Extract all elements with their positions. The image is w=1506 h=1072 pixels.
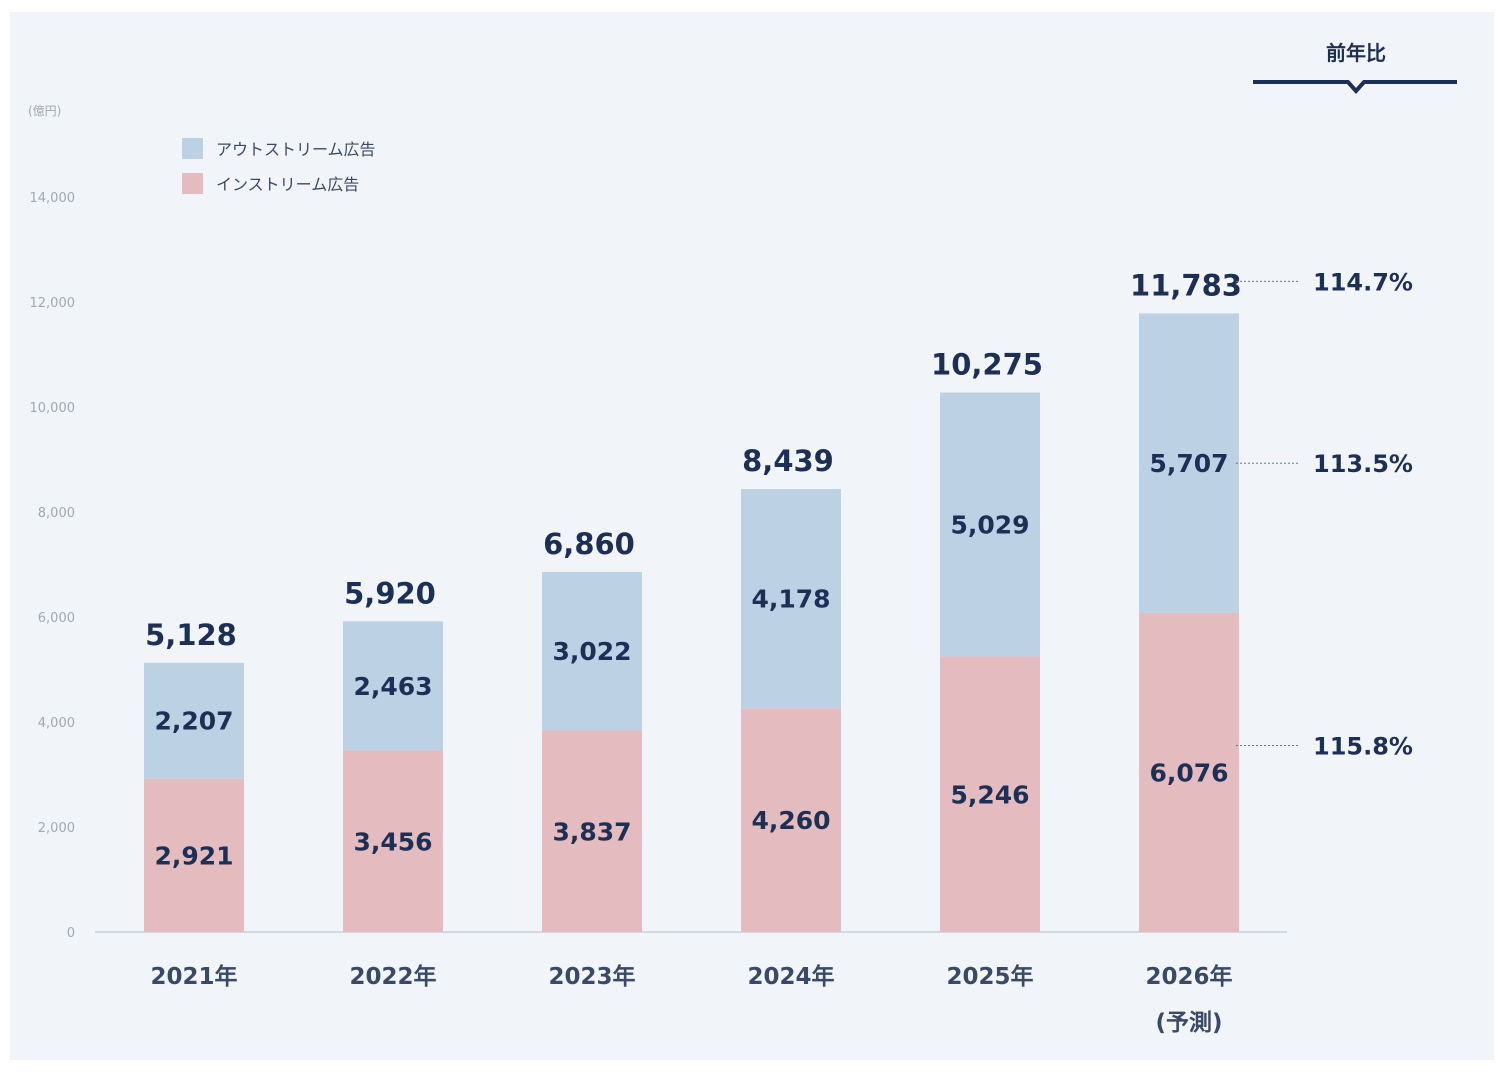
bar-instream: [1139, 613, 1239, 932]
outstream-value-label: 2,463: [353, 672, 432, 701]
y-tick-label: 4,000: [38, 716, 75, 731]
instream-value-label: 4,260: [751, 806, 830, 835]
x-tick-label: 2022年: [349, 963, 436, 990]
total-value-label: 5,920: [344, 576, 436, 610]
bar-instream: [144, 778, 244, 932]
yoy-instream-label: 115.8%: [1313, 733, 1413, 761]
x-tick-label: 2026年: [1145, 963, 1232, 990]
yoy-outstream-label: 113.5%: [1313, 450, 1413, 478]
legend-swatch: [182, 138, 203, 159]
bar-instream: [940, 656, 1040, 932]
y-axis-unit: (億円): [28, 104, 61, 118]
yoy-total-label: 114.7%: [1313, 268, 1413, 296]
y-tick-label: 14,000: [30, 191, 76, 206]
x-tick-label: 2025年: [946, 963, 1033, 990]
bar-instream: [343, 750, 443, 932]
y-tick-label: 2,000: [38, 821, 75, 836]
total-value-label: 11,783: [1130, 268, 1242, 302]
y-tick-label: 6,000: [38, 611, 75, 626]
y-axis: (億円) 0 2,000 4,000 6,000 8,000 10,000 12,000 14,…: [28, 104, 1287, 941]
outstream-value-label: 5,029: [950, 511, 1029, 540]
bar-outstream: [741, 489, 841, 709]
bar-outstream: [144, 662, 244, 779]
outstream-value-label: 4,178: [751, 585, 830, 614]
y-tick-label: 0: [67, 926, 75, 941]
bar-instream: [741, 708, 841, 932]
outstream-value-label: 3,022: [552, 637, 631, 666]
bar-outstream: [542, 571, 642, 731]
legend-swatch: [182, 173, 203, 194]
instream-value-label: 3,456: [353, 827, 432, 856]
y-tick-label: 8,000: [38, 506, 75, 521]
total-value-label: 6,860: [543, 527, 635, 561]
x-tick-note: (予測): [1155, 1010, 1222, 1036]
bars: 2,921 2,207 5,128 2021年 3,456 2,463 5,920 2022年…: [144, 268, 1242, 1036]
instream-value-label: 2,921: [154, 841, 233, 870]
legend-label: アウトストリーム広告: [216, 140, 376, 159]
y-tick-label: 12,000: [30, 296, 76, 311]
yoy-title: 前年比: [1326, 41, 1386, 65]
bar-outstream: [1139, 313, 1239, 614]
total-value-label: 10,275: [931, 348, 1043, 382]
bar-outstream: [940, 392, 1040, 657]
x-tick-label: 2021年: [150, 963, 237, 990]
bar-outstream: [343, 621, 443, 751]
yoy-header-underline: [1253, 80, 1457, 95]
instream-value-label: 3,837: [552, 817, 631, 846]
legend-label: インストリーム広告: [216, 175, 359, 194]
bar-instream: [542, 730, 642, 932]
instream-value-label: 5,246: [950, 780, 1029, 809]
total-value-label: 8,439: [742, 444, 834, 478]
yoy-panel: 前年比 114.7% 113.5% 115.8%: [1236, 41, 1457, 761]
y-tick-label: 10,000: [30, 401, 76, 416]
outstream-value-label: 2,207: [154, 707, 233, 736]
outstream-value-label: 5,707: [1149, 449, 1228, 478]
x-tick-label: 2024年: [747, 963, 834, 990]
instream-value-label: 6,076: [1149, 759, 1228, 788]
x-tick-label: 2023年: [548, 963, 635, 990]
total-value-label: 5,128: [145, 618, 237, 652]
